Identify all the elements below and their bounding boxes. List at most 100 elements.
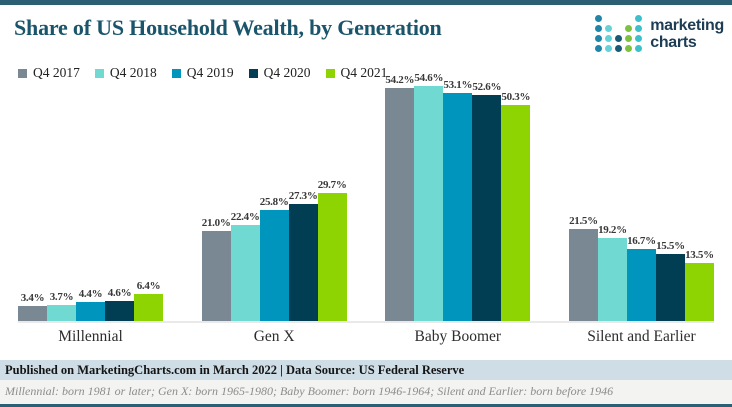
- bar-slot: 27.3%: [288, 189, 318, 321]
- bar-value-label: 54.2%: [385, 73, 415, 86]
- legend-label: Q4 2021: [340, 65, 388, 80]
- bar-slot: 3.4%: [18, 292, 47, 321]
- bar-q4-2019: [259, 210, 289, 321]
- bar-slot: 54.6%: [414, 72, 443, 321]
- legend-label: Q4 2018: [109, 65, 157, 80]
- bar-slot: 29.7%: [317, 179, 347, 321]
- bar-group-silent-and-earlier: 21.5% 19.2% 16.7% 15.5% 13.5%: [568, 214, 714, 321]
- bar-value-label: 4.6%: [107, 287, 132, 300]
- logo-dot-icon: [605, 25, 613, 32]
- legend: Q4 2017 Q4 2018 Q4 2019 Q4 2020 Q4 2021: [18, 65, 732, 81]
- bar-slot: 53.1%: [443, 79, 472, 321]
- legend-item-q4-2017: Q4 2017: [18, 65, 80, 81]
- logo-text: marketing charts: [650, 17, 724, 52]
- bar-slot: 22.4%: [230, 211, 260, 321]
- category-label-gen-x: Gen X: [253, 328, 295, 345]
- bar-value-label: 3.7%: [49, 291, 74, 304]
- logo-dot-icon: [625, 45, 633, 52]
- legend-label: Q4 2017: [33, 65, 80, 80]
- bar-group-gen-x: 21.0% 22.4% 25.8% 27.3% 29.7%: [201, 179, 347, 321]
- bottom-border: [0, 404, 732, 407]
- bar-q4-2020: [655, 254, 685, 321]
- bar-q4-2021: [501, 104, 531, 321]
- logo-dot-icon: [615, 45, 623, 52]
- bar-value-label: 15.5%: [656, 240, 685, 253]
- logo-dot-icon: [625, 25, 633, 32]
- logo-dot-icon: [605, 35, 613, 42]
- logo-dot-icon: [635, 45, 643, 52]
- logo-dot-icon: [635, 35, 643, 42]
- legend-item-q4-2019: Q4 2019: [171, 65, 234, 81]
- logo-dot-icon: [615, 35, 623, 42]
- legend-item-q4-2018: Q4 2018: [94, 65, 157, 81]
- bar-value-label: 13.5%: [685, 249, 714, 261]
- bar-slot: 6.4%: [134, 279, 163, 321]
- legend-item-q4-2021: Q4 2021: [325, 65, 388, 81]
- category-label-millennial: Millennial: [58, 328, 123, 345]
- bar-q4-2017: [568, 228, 598, 321]
- bar-value-label: 19.2%: [598, 224, 627, 237]
- bar-q4-2018: [597, 238, 627, 321]
- bar-value-label: 25.8%: [259, 196, 289, 209]
- legend-swatch-icon: [171, 68, 181, 78]
- legend-swatch-icon: [248, 68, 258, 78]
- logo-text-line1: marketing: [650, 17, 724, 34]
- bar-q4-2019: [443, 92, 473, 321]
- bar-q4-2020: [105, 301, 134, 321]
- logo-dot-column: [625, 25, 633, 52]
- bar-value-label: 21.0%: [201, 216, 231, 229]
- bar-value-label: 29.7%: [317, 179, 347, 192]
- legend-swatch-icon: [18, 68, 27, 78]
- bar-q4-2020: [288, 203, 318, 321]
- bar-slot: 21.0%: [201, 216, 231, 321]
- footnote-text: Millennial: born 1981 or later; Gen X: b…: [5, 384, 614, 398]
- bar-slot: 3.7%: [47, 291, 76, 321]
- bar-slot: 16.7%: [626, 235, 656, 321]
- bar-q4-2020: [472, 94, 502, 321]
- bar-q4-2019: [76, 302, 105, 321]
- logo-dot-icon: [605, 45, 613, 52]
- bar-q4-2017: [201, 230, 231, 321]
- logo-dot-icon: [595, 25, 603, 32]
- bar-value-label: 53.1%: [443, 78, 473, 91]
- bar-slot: 54.2%: [385, 74, 414, 321]
- bar-group-millennial: 3.4% 3.7% 4.4% 4.6% 6.4%: [18, 279, 163, 321]
- legend-swatch-icon: [325, 68, 335, 78]
- bar-q4-2017: [18, 306, 47, 321]
- bar-value-label: 54.6%: [414, 72, 444, 85]
- footnote-bar: Millennial: born 1981 or later; Gen X: b…: [0, 380, 732, 404]
- header: Share of US Household Wealth, by Generat…: [0, 5, 732, 57]
- bar-value-label: 3.4%: [20, 292, 45, 305]
- logo-dot-icon: [595, 45, 603, 52]
- bar-value-label: 50.3%: [501, 90, 531, 103]
- legend-swatch-icon: [94, 68, 104, 78]
- category-label-silent-and-earlier: Silent and Earlier: [587, 328, 696, 345]
- bar-slot: 4.6%: [105, 287, 134, 321]
- logo-dot-icon: [595, 15, 603, 22]
- legend-item-q4-2020: Q4 2020: [248, 65, 311, 81]
- logo-dot-icon: [595, 35, 603, 42]
- bar-q4-2021: [684, 263, 714, 321]
- plot-area: 3.4% 3.7% 4.4% 4.6% 6.4% 21.0% 22.4% 25.8% 27.3%…: [18, 72, 714, 323]
- bar-q4-2018: [230, 224, 260, 321]
- bar-group-baby-boomer: 54.2% 54.6% 53.1% 52.6% 50.3%: [385, 72, 530, 321]
- top-border: [0, 0, 732, 5]
- marketingcharts-logo: marketing charts: [595, 5, 724, 52]
- logo-dot-icon: [635, 25, 643, 32]
- logo-dot-column: [595, 15, 603, 52]
- logo-dot-column: [615, 35, 623, 52]
- category-label-baby-boomer: Baby Boomer: [414, 328, 502, 345]
- bar-slot: 13.5%: [684, 249, 714, 321]
- logo-dot-column: [605, 25, 613, 52]
- bar-value-label: 21.5%: [569, 214, 598, 227]
- published-bar: Published on MarketingCharts.com in Marc…: [0, 360, 732, 380]
- bar-value-label: 6.4%: [136, 279, 161, 292]
- bar-slot: 50.3%: [501, 91, 530, 321]
- bar-q4-2018: [47, 305, 76, 321]
- logo-dot-column: [635, 15, 643, 52]
- bar-q4-2021: [134, 293, 163, 321]
- bar-slot: 52.6%: [472, 81, 501, 321]
- bar-slot: 19.2%: [597, 224, 627, 321]
- bar-value-label: 27.3%: [288, 189, 318, 202]
